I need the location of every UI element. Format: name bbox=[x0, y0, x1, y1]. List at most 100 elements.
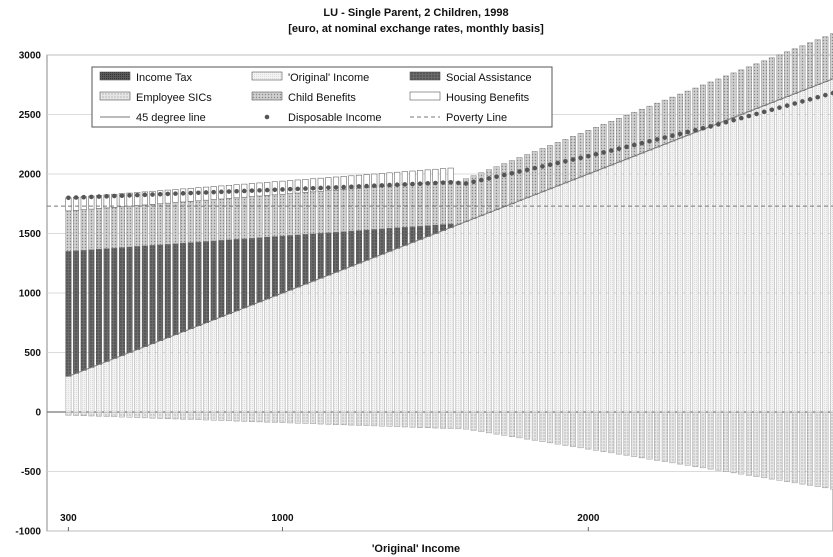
disposable-income-point bbox=[685, 129, 691, 135]
bar-child-benefits bbox=[226, 198, 232, 241]
bar-housing-benefits bbox=[325, 177, 332, 191]
bar-child-benefits bbox=[799, 45, 806, 91]
bar-social-assistance bbox=[363, 229, 370, 261]
bar-employee-sics bbox=[470, 411, 477, 431]
disposable-income-point bbox=[662, 135, 668, 140]
disposable-income-point bbox=[654, 137, 660, 142]
bar-original-income bbox=[745, 111, 752, 413]
bar-social-assistance bbox=[157, 244, 164, 341]
bar-social-assistance bbox=[149, 245, 156, 344]
bar-employee-sics bbox=[294, 411, 301, 424]
bar-child-benefits bbox=[700, 84, 706, 130]
bar-original-income bbox=[118, 355, 125, 413]
disposable-income-point bbox=[624, 144, 629, 150]
disposable-income-point bbox=[249, 188, 255, 193]
legend-label: Housing Benefits bbox=[446, 92, 530, 104]
x-axis-label: 'Original' Income bbox=[372, 543, 460, 555]
disposable-income-point bbox=[815, 94, 821, 100]
bar-child-benefits bbox=[378, 186, 385, 230]
y-tick-label: -1000 bbox=[15, 527, 41, 538]
disposable-income-point bbox=[448, 180, 454, 185]
disposable-income-point bbox=[586, 153, 591, 159]
bar-original-income bbox=[455, 224, 462, 413]
bar-social-assistance bbox=[409, 226, 416, 243]
bar-child-benefits bbox=[180, 201, 187, 244]
bar-child-benefits bbox=[738, 69, 745, 115]
legend-label: Poverty Line bbox=[446, 112, 507, 124]
bar-employee-sics bbox=[768, 411, 775, 480]
bar-employee-sics bbox=[539, 411, 546, 442]
disposable-income-point bbox=[570, 157, 576, 162]
bar-employee-sics bbox=[432, 411, 439, 429]
bar-original-income bbox=[233, 310, 240, 413]
disposable-income-point bbox=[234, 188, 239, 194]
disposable-income-point bbox=[127, 193, 132, 198]
bar-child-benefits bbox=[807, 42, 814, 88]
bar-original-income bbox=[241, 307, 248, 413]
bar-original-income bbox=[485, 212, 492, 413]
disposable-income-point bbox=[264, 187, 270, 193]
bar-employee-sics bbox=[661, 411, 668, 462]
bar-original-income bbox=[692, 132, 699, 413]
bar-employee-sics bbox=[287, 411, 294, 424]
legend-swatch-income-tax bbox=[99, 71, 131, 81]
bar-original-income bbox=[157, 340, 164, 413]
bar-employee-sics bbox=[356, 411, 362, 426]
bar-child-benefits bbox=[141, 204, 148, 247]
bar-housing-benefits bbox=[302, 179, 309, 193]
bar-employee-sics bbox=[738, 411, 745, 475]
bar-employee-sics bbox=[531, 411, 538, 441]
bar-employee-sics bbox=[378, 411, 385, 427]
bar-housing-benefits bbox=[126, 192, 133, 207]
bar-original-income bbox=[287, 289, 294, 413]
disposable-income-point bbox=[241, 188, 247, 194]
bar-child-benefits bbox=[126, 205, 133, 248]
bar-housing-benefits bbox=[157, 190, 164, 205]
bar-housing-benefits bbox=[172, 189, 179, 203]
legend-label: Social Assistance bbox=[446, 72, 532, 84]
bar-employee-sics bbox=[325, 411, 332, 425]
bar-child-benefits bbox=[745, 66, 752, 112]
bar-child-benefits bbox=[333, 189, 339, 233]
bar-social-assistance bbox=[310, 233, 317, 282]
y-tick-label: 3000 bbox=[19, 51, 42, 62]
bar-employee-sics bbox=[210, 411, 217, 421]
bar-social-assistance bbox=[134, 246, 141, 350]
bar-employee-sics bbox=[600, 411, 607, 452]
bar-original-income bbox=[264, 298, 271, 413]
bar-social-assistance bbox=[271, 236, 278, 297]
disposable-income-point bbox=[639, 140, 645, 146]
bar-social-assistance bbox=[210, 240, 217, 320]
bar-original-income bbox=[830, 78, 833, 413]
bar-child-benefits bbox=[631, 111, 638, 157]
bar-original-income bbox=[378, 254, 385, 413]
disposable-income-point bbox=[364, 183, 369, 189]
bar-original-income bbox=[570, 179, 576, 413]
bar-child-benefits bbox=[424, 182, 431, 226]
bar-employee-sics bbox=[348, 411, 355, 426]
bar-employee-sics bbox=[692, 411, 699, 467]
bar-child-benefits bbox=[692, 87, 699, 133]
bar-employee-sics bbox=[371, 411, 378, 427]
bar-employee-sics bbox=[233, 411, 240, 422]
bar-employee-sics bbox=[310, 411, 317, 424]
bar-employee-sics bbox=[180, 411, 187, 420]
bar-employee-sics bbox=[218, 411, 225, 421]
bar-child-benefits bbox=[501, 163, 508, 207]
bar-employee-sics bbox=[577, 411, 584, 449]
bar-employee-sics bbox=[241, 411, 248, 422]
bar-original-income bbox=[761, 105, 768, 413]
bar-child-benefits bbox=[417, 183, 424, 227]
bar-child-benefits bbox=[65, 210, 72, 252]
disposable-income-point bbox=[150, 192, 155, 197]
bar-child-benefits bbox=[600, 124, 607, 169]
bar-child-benefits bbox=[287, 193, 294, 236]
bar-child-benefits bbox=[524, 154, 531, 198]
bar-original-income bbox=[447, 227, 454, 413]
disposable-income-point bbox=[761, 109, 767, 115]
bar-original-income bbox=[271, 295, 278, 413]
bar-child-benefits bbox=[172, 202, 179, 244]
bar-child-benefits bbox=[310, 191, 317, 235]
bar-original-income bbox=[822, 81, 829, 413]
bar-child-benefits bbox=[187, 201, 194, 243]
